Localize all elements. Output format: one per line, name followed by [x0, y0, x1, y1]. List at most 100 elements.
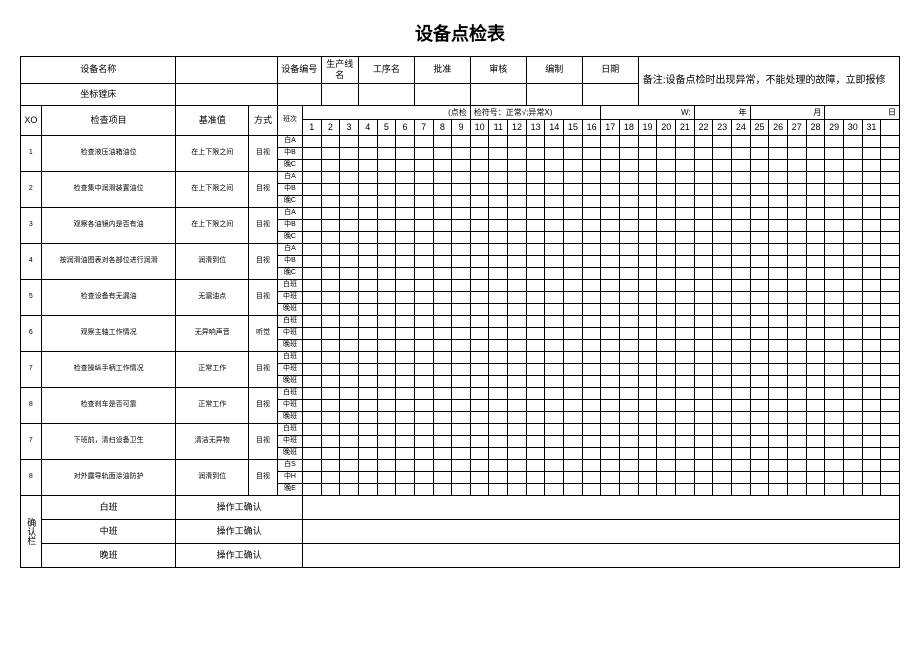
check-cell[interactable]: [396, 171, 415, 183]
check-cell[interactable]: [750, 423, 769, 435]
check-cell[interactable]: [321, 291, 340, 303]
check-cell[interactable]: [358, 363, 377, 375]
check-cell[interactable]: [414, 447, 433, 459]
check-cell[interactable]: [732, 255, 751, 267]
check-cell[interactable]: [396, 387, 415, 399]
check-cell[interactable]: [843, 183, 862, 195]
check-cell[interactable]: [396, 207, 415, 219]
check-cell[interactable]: [601, 183, 620, 195]
check-cell[interactable]: [414, 327, 433, 339]
check-cell[interactable]: [806, 267, 825, 279]
check-cell[interactable]: [601, 363, 620, 375]
check-cell[interactable]: [582, 171, 601, 183]
check-cell[interactable]: [843, 303, 862, 315]
check-cell[interactable]: [358, 375, 377, 387]
check-cell[interactable]: [881, 231, 900, 243]
check-cell[interactable]: [433, 423, 452, 435]
check-cell[interactable]: [676, 279, 695, 291]
check-cell[interactable]: [358, 423, 377, 435]
check-cell[interactable]: [769, 243, 788, 255]
check-cell[interactable]: [881, 135, 900, 147]
check-cell[interactable]: [321, 171, 340, 183]
check-cell[interactable]: [806, 351, 825, 363]
check-cell[interactable]: [694, 147, 713, 159]
check-cell[interactable]: [787, 315, 806, 327]
check-cell[interactable]: [470, 327, 489, 339]
check-cell[interactable]: [470, 279, 489, 291]
check-cell[interactable]: [657, 435, 676, 447]
check-cell[interactable]: [713, 423, 732, 435]
check-cell[interactable]: [620, 195, 639, 207]
check-cell[interactable]: [377, 147, 396, 159]
check-cell[interactable]: [694, 435, 713, 447]
check-cell[interactable]: [843, 399, 862, 411]
check-cell[interactable]: [470, 471, 489, 483]
check-cell[interactable]: [452, 351, 471, 363]
check-cell[interactable]: [321, 315, 340, 327]
check-cell[interactable]: [340, 315, 359, 327]
check-cell[interactable]: [638, 267, 657, 279]
check-cell[interactable]: [433, 411, 452, 423]
check-cell[interactable]: [732, 147, 751, 159]
check-cell[interactable]: [732, 471, 751, 483]
check-cell[interactable]: [638, 159, 657, 171]
check-cell[interactable]: [564, 387, 583, 399]
check-cell[interactable]: [769, 375, 788, 387]
check-cell[interactable]: [843, 435, 862, 447]
check-cell[interactable]: [638, 171, 657, 183]
check-cell[interactable]: [657, 339, 676, 351]
check-cell[interactable]: [470, 171, 489, 183]
check-cell[interactable]: [470, 219, 489, 231]
check-cell[interactable]: [358, 483, 377, 495]
check-cell[interactable]: [620, 159, 639, 171]
check-cell[interactable]: [302, 219, 321, 231]
check-cell[interactable]: [881, 387, 900, 399]
check-cell[interactable]: [843, 411, 862, 423]
check-cell[interactable]: [787, 279, 806, 291]
check-cell[interactable]: [732, 315, 751, 327]
check-cell[interactable]: [657, 315, 676, 327]
check-cell[interactable]: [620, 231, 639, 243]
check-cell[interactable]: [396, 243, 415, 255]
check-cell[interactable]: [358, 387, 377, 399]
check-cell[interactable]: [862, 207, 881, 219]
check-cell[interactable]: [732, 483, 751, 495]
check-cell[interactable]: [358, 255, 377, 267]
check-cell[interactable]: [340, 447, 359, 459]
check-cell[interactable]: [657, 207, 676, 219]
check-cell[interactable]: [470, 411, 489, 423]
check-cell[interactable]: [825, 447, 844, 459]
check-cell[interactable]: [470, 363, 489, 375]
check-cell[interactable]: [321, 411, 340, 423]
check-cell[interactable]: [862, 279, 881, 291]
check-cell[interactable]: [732, 171, 751, 183]
check-cell[interactable]: [302, 171, 321, 183]
check-cell[interactable]: [545, 399, 564, 411]
check-cell[interactable]: [843, 195, 862, 207]
check-cell[interactable]: [638, 411, 657, 423]
check-cell[interactable]: [694, 219, 713, 231]
check-cell[interactable]: [433, 375, 452, 387]
check-cell[interactable]: [713, 195, 732, 207]
check-cell[interactable]: [582, 447, 601, 459]
check-cell[interactable]: [750, 159, 769, 171]
check-cell[interactable]: [377, 483, 396, 495]
check-cell[interactable]: [638, 195, 657, 207]
check-cell[interactable]: [302, 279, 321, 291]
check-cell[interactable]: [750, 267, 769, 279]
check-cell[interactable]: [414, 183, 433, 195]
check-cell[interactable]: [620, 399, 639, 411]
check-cell[interactable]: [862, 171, 881, 183]
check-cell[interactable]: [582, 411, 601, 423]
check-cell[interactable]: [582, 459, 601, 471]
check-cell[interactable]: [881, 207, 900, 219]
check-cell[interactable]: [657, 135, 676, 147]
check-cell[interactable]: [302, 135, 321, 147]
check-cell[interactable]: [657, 399, 676, 411]
check-cell[interactable]: [694, 351, 713, 363]
check-cell[interactable]: [302, 207, 321, 219]
check-cell[interactable]: [769, 279, 788, 291]
check-cell[interactable]: [321, 339, 340, 351]
check-cell[interactable]: [321, 327, 340, 339]
check-cell[interactable]: [414, 459, 433, 471]
